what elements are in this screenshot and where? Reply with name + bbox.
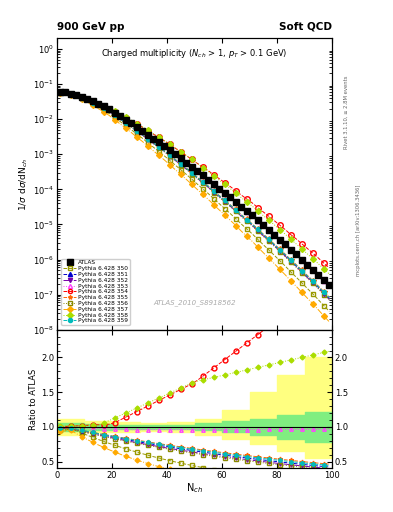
X-axis label: N$_{ch}$: N$_{ch}$ (186, 482, 203, 496)
Text: Soft QCD: Soft QCD (279, 22, 332, 32)
Text: Rivet 3.1.10, ≥ 2.8M events: Rivet 3.1.10, ≥ 2.8M events (344, 76, 349, 150)
Legend: ATLAS, Pythia 6.428 350, Pythia 6.428 351, Pythia 6.428 352, Pythia 6.428 353, P: ATLAS, Pythia 6.428 350, Pythia 6.428 35… (61, 259, 130, 325)
Y-axis label: Ratio to ATLAS: Ratio to ATLAS (29, 369, 38, 430)
Y-axis label: 1/$\sigma$ d$\sigma$/dN$_{ch}$: 1/$\sigma$ d$\sigma$/dN$_{ch}$ (18, 157, 30, 211)
Text: Charged multiplicity ($N_{ch}$ > 1, $p_T$ > 0.1 GeV): Charged multiplicity ($N_{ch}$ > 1, $p_T… (101, 47, 288, 60)
Text: 900 GeV pp: 900 GeV pp (57, 22, 125, 32)
Text: mcplots.cern.ch [arXiv:1306.3436]: mcplots.cern.ch [arXiv:1306.3436] (356, 185, 361, 276)
Text: ATLAS_2010_S8918562: ATLAS_2010_S8918562 (153, 300, 236, 307)
